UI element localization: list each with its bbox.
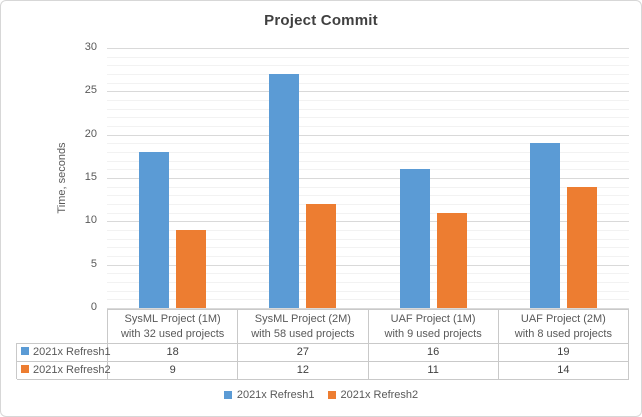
series-name: 2021x Refresh2 [33,364,111,376]
minor-gridline [107,195,629,196]
bar-2021x-refresh1 [139,152,169,308]
table-value-cell: 12 [238,362,369,380]
series-name: 2021x Refresh1 [33,346,111,358]
legend-label: 2021x Refresh1 [236,389,315,401]
minor-gridline [107,273,629,274]
bar-2021x-refresh1 [400,169,430,308]
table-category-header: SysML Project (2M) with 58 used projects [238,310,369,343]
minor-gridline [107,256,629,257]
bar-2021x-refresh1 [269,74,299,308]
y-tick-label: 20 [84,128,97,140]
table-value-cell: 11 [368,362,499,380]
y-tick-label: 5 [90,258,97,270]
category-line1: SysML Project (2M) [254,313,351,325]
table-value-cell: 14 [498,362,629,380]
minor-gridline [107,100,629,101]
minor-gridline [107,239,629,240]
y-tick-label: 15 [84,171,97,183]
table-category-header: SysML Project (1M) with 32 used projects [108,310,239,343]
bar-2021x-refresh2 [176,230,206,308]
series-key-swatch [21,347,29,355]
minor-gridline [107,204,629,205]
category-line1: UAF Project (1M) [390,313,476,325]
minor-gridline [107,291,629,292]
category-line2: with 9 used projects [384,328,482,340]
legend-swatch [223,391,232,399]
plot-area [107,48,629,309]
table-value-cell: 27 [238,344,369,362]
chart-title: Project Commit [264,12,378,29]
category-line2: with 32 used projects [120,328,225,340]
minor-gridline [107,65,629,66]
table-series-label: 2021x Refresh2 [17,362,111,380]
minor-gridline [107,74,629,75]
major-gridline [107,91,629,92]
table-value-cell: 16 [368,344,499,362]
minor-gridline [107,213,629,214]
category-line1: SysML Project (1M) [124,313,221,325]
category-line2: with 8 used projects [514,328,612,340]
legend-item: 2021x Refresh1 [223,389,315,401]
table-value-cell: 18 [108,344,239,362]
minor-gridline [107,117,629,118]
minor-gridline [107,143,629,144]
minor-gridline [107,109,629,110]
y-tick-label: 10 [84,214,97,226]
data-table-header-row: SysML Project (1M) with 32 used projects S… [107,309,629,343]
major-gridline [107,265,629,266]
minor-gridline [107,152,629,153]
minor-gridline [107,57,629,58]
minor-gridline [107,230,629,231]
major-gridline [107,135,629,136]
major-gridline [107,178,629,179]
bar-2021x-refresh2 [306,204,336,308]
minor-gridline [107,161,629,162]
legend: 2021x Refresh1 2021x Refresh2 [1,389,641,401]
minor-gridline [107,299,629,300]
table-category-header: UAF Project (1M) with 9 used projects [369,310,499,343]
bar-2021x-refresh1 [530,143,560,308]
table-value-cell: 9 [108,362,239,380]
major-gridline [107,308,629,309]
minor-gridline [107,126,629,127]
category-line1: UAF Project (2M) [520,313,606,325]
minor-gridline [107,83,629,84]
bar-2021x-refresh2 [437,213,467,308]
legend-item: 2021x Refresh2 [327,389,419,401]
y-tick-label: 25 [84,84,97,96]
category-line2: with 58 used projects [251,328,355,340]
table-category-header: UAF Project (2M) with 8 used projects [499,310,629,343]
legend-label: 2021x Refresh2 [340,389,419,401]
legend-swatch [327,391,336,399]
minor-gridline [107,169,629,170]
data-table-body: 2021x Refresh1 18 27 16 19 2021x Refresh2 9 12 1… [16,343,629,380]
bar-2021x-refresh2 [567,187,597,308]
major-gridline [107,48,629,49]
table-value-cell: 19 [498,344,629,362]
series-key-swatch [21,365,29,373]
minor-gridline [107,282,629,283]
y-tick-label: 0 [90,301,97,313]
table-series-label: 2021x Refresh1 [17,344,111,362]
minor-gridline [107,187,629,188]
y-tick-label: 30 [84,41,97,53]
minor-gridline [107,247,629,248]
major-gridline [107,221,629,222]
